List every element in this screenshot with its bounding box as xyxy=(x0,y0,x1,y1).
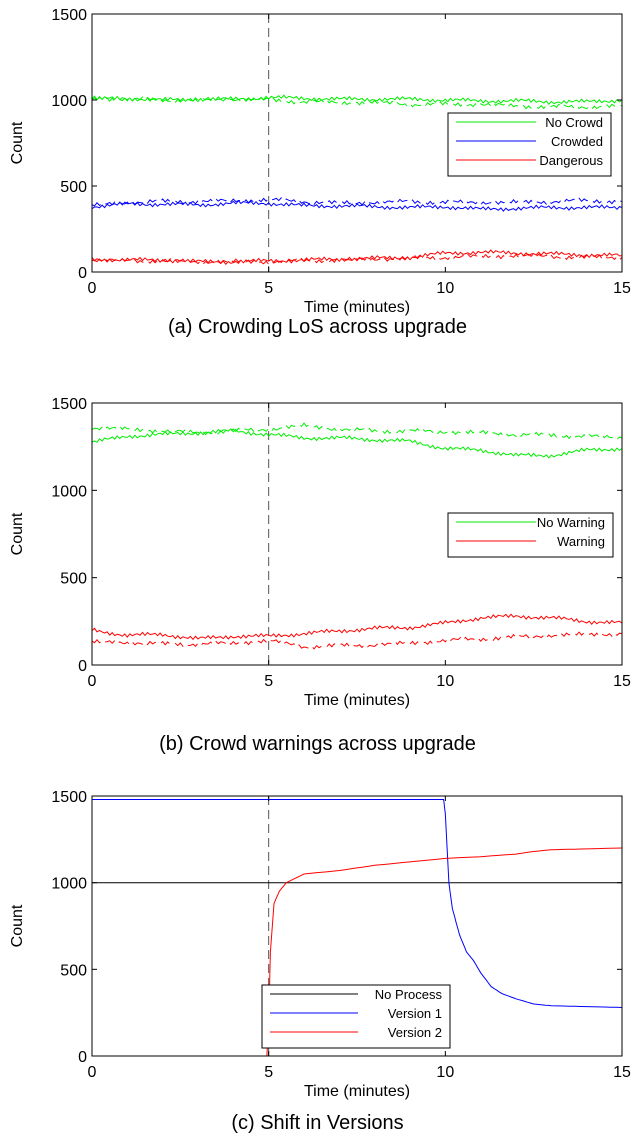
caption-a: (a) Crowding LoS across upgrade xyxy=(167,316,468,338)
y-tick-label: 1500 xyxy=(51,396,87,413)
x-tick-label: 0 xyxy=(88,1064,97,1081)
y-tick-label: 500 xyxy=(60,571,87,588)
legend: No Crowd Crowded Dangerous xyxy=(447,112,612,177)
x-tick-label: 15 xyxy=(613,673,631,690)
x-tick-label: 10 xyxy=(436,280,454,297)
legend-label: Version 2 xyxy=(388,1025,442,1040)
y-tick-label: 1000 xyxy=(51,876,87,893)
series-line-version-1 xyxy=(92,799,623,1008)
legend-label: Crowded xyxy=(551,134,603,149)
y-tick-label: 1500 xyxy=(51,7,87,24)
legend: No Process Version 1 Version 2 xyxy=(261,984,451,1049)
y-tick-label: 1000 xyxy=(51,483,87,500)
series-line-reference-1 xyxy=(91,95,623,111)
y-axis-label: Count xyxy=(9,512,26,555)
series-line-reference-3 xyxy=(91,197,623,207)
series-line-reference-3 xyxy=(91,631,623,650)
y-axis-label: Count xyxy=(9,121,26,164)
x-tick-label: 5 xyxy=(264,1064,273,1081)
x-axis-label: Time (minutes) xyxy=(304,692,410,709)
legend: No Warning Warning xyxy=(447,512,614,558)
legend-box xyxy=(447,512,614,558)
series-line-reference-5 xyxy=(91,252,623,265)
x-tick-label: 15 xyxy=(613,280,631,297)
y-tick-label: 500 xyxy=(60,962,87,979)
x-tick-label: 5 xyxy=(264,280,273,297)
series-line-reference-2 xyxy=(91,422,623,441)
x-tick-label: 0 xyxy=(88,280,97,297)
x-tick-label: 10 xyxy=(436,673,454,690)
plot-area-frame xyxy=(91,795,623,1057)
x-axis-label: Time (minutes) xyxy=(304,1083,410,1100)
legend-label: No Warning xyxy=(537,515,605,530)
series-line-version-2 xyxy=(92,847,623,1057)
y-tick-label: 0 xyxy=(78,265,87,282)
plot-area-frame xyxy=(91,13,623,273)
y-tick-label: 500 xyxy=(60,179,87,196)
x-tick-label: 0 xyxy=(88,673,97,690)
x-tick-label: 5 xyxy=(264,673,273,690)
chart-panel-3: 0 5 10 15 0 500 1000 1500 Time (minutes) Count No … xyxy=(9,789,631,1100)
series-line-dangerous xyxy=(91,249,623,265)
x-tick-label: 10 xyxy=(436,1064,454,1081)
series-line-warning xyxy=(91,613,623,641)
y-tick-label: 1500 xyxy=(51,789,87,806)
x-axis-label: Time (minutes) xyxy=(304,299,410,316)
caption-b: (b) Crowd warnings across upgrade xyxy=(159,733,476,755)
x-tick-label: 15 xyxy=(613,1064,631,1081)
series-line-no-crowd xyxy=(91,94,623,105)
plot-area-frame xyxy=(91,402,623,666)
legend-label: Warning xyxy=(557,534,605,549)
legend-box xyxy=(261,984,451,1049)
series-line-no-warning xyxy=(91,428,623,459)
legend-box xyxy=(447,112,612,177)
chart-panel-1: 0 5 10 15 0 500 1000 1500 Time (minutes) Count No … xyxy=(9,7,631,316)
y-axis-label: Count xyxy=(9,904,26,947)
legend-label: Dangerous xyxy=(539,153,603,168)
caption-c: (c) Shift in Versions xyxy=(231,1112,404,1134)
y-tick-label: 0 xyxy=(78,1049,87,1066)
y-tick-label: 1000 xyxy=(51,93,87,110)
legend-label: Version 1 xyxy=(388,1006,442,1021)
legend-label: No Process xyxy=(375,987,443,1002)
legend-label: No Crowd xyxy=(545,115,603,130)
chart-panel-2: 0 5 10 15 0 500 1000 1500 Time (minutes) Count No … xyxy=(9,396,631,709)
y-tick-label: 0 xyxy=(78,658,87,675)
